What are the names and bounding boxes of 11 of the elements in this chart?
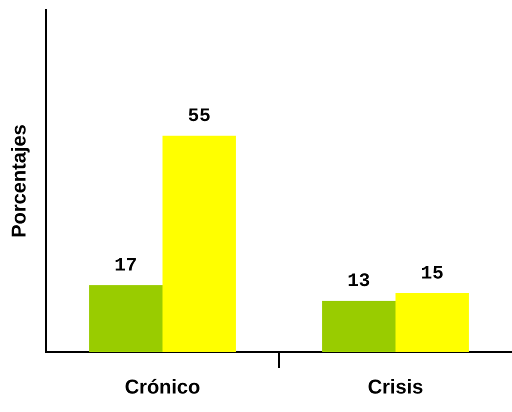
x-tick-label: Crisis (368, 376, 424, 399)
bar (89, 285, 162, 352)
data-label: 13 (347, 270, 370, 292)
bar (396, 293, 469, 352)
x-tick-label: Crónico (124, 376, 200, 399)
y-axis-title: Porcentajes (8, 124, 31, 238)
data-label: 15 (420, 262, 444, 284)
bar (322, 300, 396, 352)
data-label: 17 (114, 254, 138, 276)
bar (162, 136, 236, 352)
data-label: 55 (188, 105, 211, 128)
